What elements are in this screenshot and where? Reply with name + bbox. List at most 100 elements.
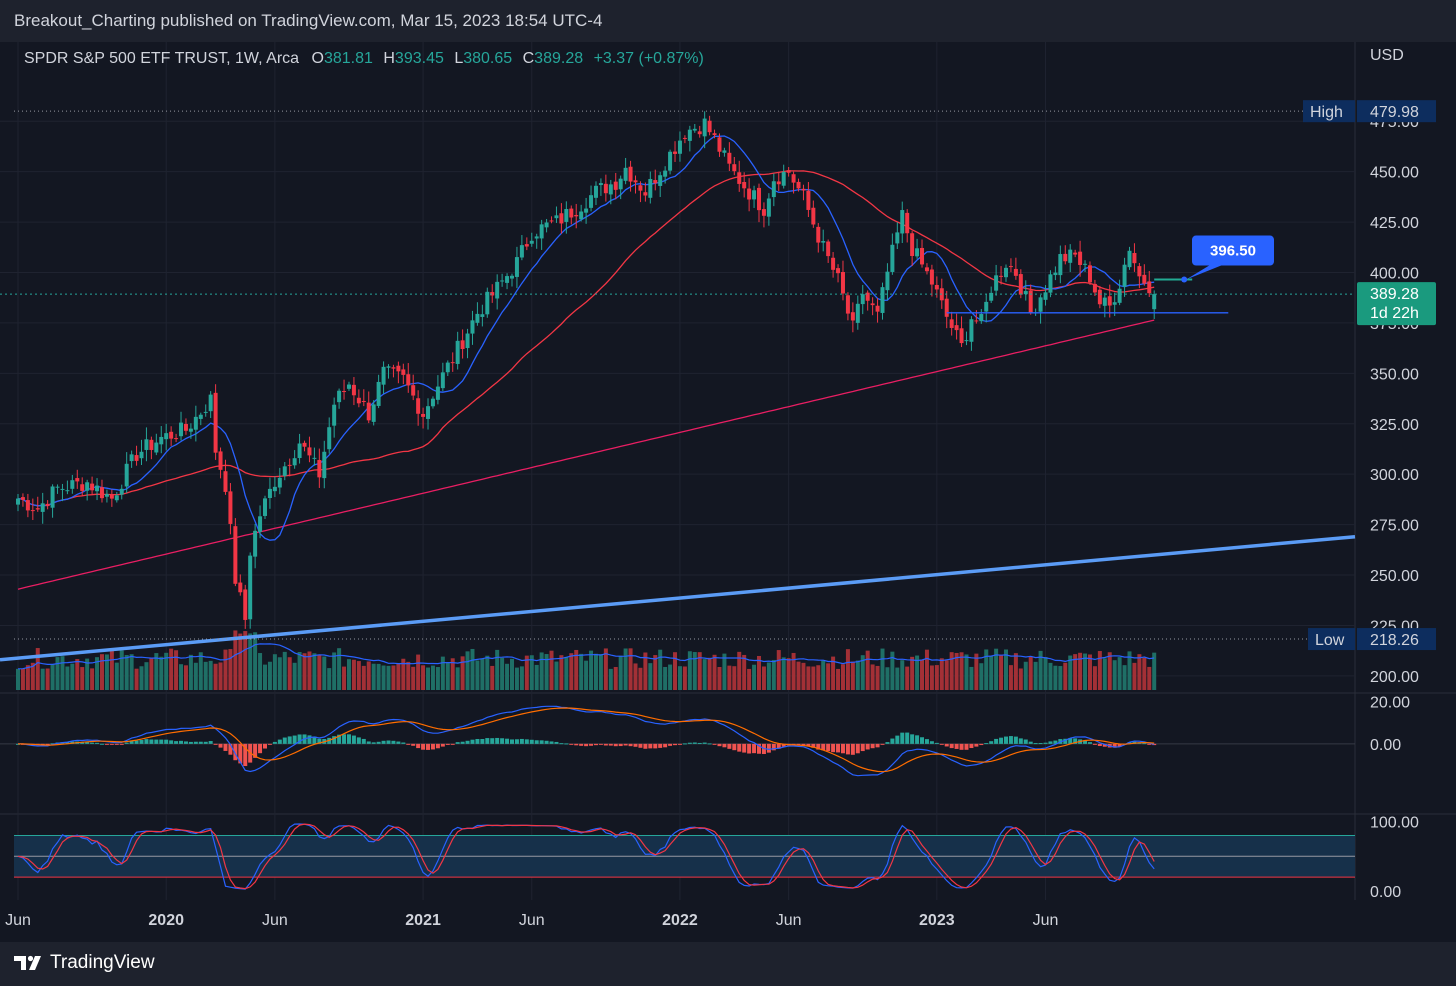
candle-body	[643, 192, 648, 196]
candle-body	[1018, 274, 1023, 295]
volume-bar	[658, 649, 663, 690]
macd-histogram-bar	[924, 739, 929, 744]
macd-histogram-bar	[1152, 743, 1157, 746]
candle-body	[139, 451, 144, 459]
macd-histogram-bar	[559, 743, 564, 745]
macd-histogram-bar	[850, 743, 855, 755]
macd-histogram-bar	[169, 740, 174, 744]
macd-histogram-bar	[228, 743, 233, 755]
candle-body	[608, 184, 613, 195]
macd-histogram-bar	[65, 742, 70, 744]
price-tick-label: 300.00	[1370, 467, 1419, 484]
volume-bar	[1004, 649, 1008, 690]
macd-histogram-bar	[722, 743, 727, 748]
macd-histogram-bar	[840, 743, 845, 754]
volume-bar	[984, 649, 989, 690]
candle-body	[480, 314, 485, 317]
candle-body	[1142, 274, 1147, 284]
volume-bar	[55, 657, 60, 690]
volume-bar	[1097, 651, 1102, 690]
open-value: 381.81	[323, 50, 373, 67]
candle-body	[40, 503, 45, 512]
volume-bar	[505, 663, 510, 690]
candle-body	[169, 431, 174, 439]
macd-histogram-bar	[939, 743, 944, 745]
macd-histogram-bar	[776, 743, 781, 749]
macd-histogram-bar	[99, 743, 104, 745]
volume-bar	[391, 665, 396, 690]
macd-histogram-bar	[455, 742, 460, 744]
volume-bar	[776, 650, 781, 690]
volume-bar	[593, 653, 598, 690]
macd-histogram-bar	[1013, 736, 1018, 744]
candle-body	[213, 392, 218, 453]
volume-bar	[692, 652, 697, 690]
candle-body	[717, 137, 722, 152]
volume-bar	[248, 633, 253, 690]
candle-body	[791, 174, 796, 183]
price-tick-label: 400.00	[1370, 265, 1419, 282]
candle-body	[574, 214, 579, 217]
candle-body	[238, 582, 243, 593]
candle-body	[371, 404, 376, 422]
stoch-tick-label: 100.00	[1370, 815, 1419, 832]
candle-body	[50, 486, 55, 508]
candle-body	[598, 183, 603, 186]
volume-bar	[1068, 655, 1073, 690]
volume-bar	[1063, 662, 1068, 690]
candle-body	[519, 245, 524, 258]
volume-bar	[1013, 653, 1018, 690]
volume-bar	[342, 666, 347, 690]
tradingview-logo[interactable]: TradingView	[14, 952, 155, 974]
macd-histogram-bar	[406, 743, 411, 745]
macd-histogram-bar	[584, 743, 589, 747]
candle-body	[534, 236, 539, 239]
macd-histogram-bar	[179, 740, 184, 744]
volume-bar	[346, 659, 351, 690]
macd-histogram-bar	[682, 743, 687, 745]
macd-histogram-bar	[831, 743, 836, 753]
volume-bar	[1033, 661, 1038, 690]
macd-histogram-bar	[984, 743, 989, 745]
volume-bar	[277, 657, 282, 690]
macd-histogram-bar	[80, 742, 85, 744]
volume-bar	[900, 660, 905, 690]
volume-bar	[109, 649, 114, 690]
volume-bar	[910, 656, 915, 690]
macd-histogram-bar	[164, 739, 169, 744]
macd-histogram-bar	[109, 743, 114, 745]
macd-histogram-bar	[510, 739, 514, 744]
candle-body	[174, 438, 179, 440]
volume-bar	[994, 648, 999, 690]
currency-label[interactable]: USD	[1370, 47, 1404, 64]
macd-histogram-bar	[757, 743, 761, 754]
candle-body	[95, 485, 100, 492]
volume-bar	[208, 660, 213, 690]
macd-histogram-bar	[253, 743, 258, 758]
candle-body	[673, 151, 678, 154]
volume-bar	[490, 665, 495, 690]
macd-histogram-bar	[1063, 738, 1068, 744]
volume-bar	[668, 664, 673, 690]
volume-bar	[371, 663, 376, 690]
macd-histogram-bar	[875, 743, 880, 748]
volume-bar	[539, 652, 544, 690]
time-tick-label: 2022	[662, 912, 698, 929]
candle-body	[416, 398, 421, 414]
candle-body	[20, 497, 25, 500]
macd-histogram-bar	[954, 743, 959, 749]
volume-bar	[643, 652, 648, 690]
volume-bar	[396, 663, 401, 690]
candle-body	[564, 209, 569, 222]
macd-histogram-bar	[421, 743, 426, 750]
volume-bar	[90, 668, 95, 690]
volume-bar	[885, 667, 890, 690]
high-label-bg	[1303, 100, 1355, 123]
close-value: 389.28	[534, 50, 584, 67]
macd-histogram-bar	[292, 735, 297, 744]
candle-body	[99, 487, 104, 499]
macd-histogram-bar	[1097, 743, 1102, 746]
macd-histogram-bar	[569, 743, 574, 745]
volume-bar	[30, 662, 35, 690]
